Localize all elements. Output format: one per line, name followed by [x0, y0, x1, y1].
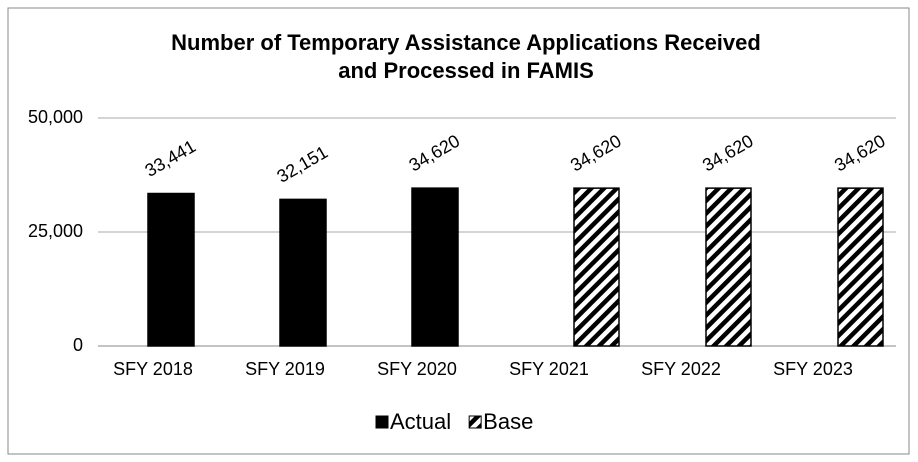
- y-tick-label: 50,000: [28, 107, 83, 127]
- legend-swatch: [375, 415, 389, 429]
- x-tick-label: SFY 2021: [509, 359, 589, 379]
- chart-title: and Processed in FAMIS: [338, 58, 594, 83]
- y-tick-label: 0: [73, 335, 83, 355]
- x-tick-label: SFY 2022: [641, 359, 721, 379]
- bar: [837, 187, 884, 347]
- x-tick-label: SFY 2019: [245, 359, 325, 379]
- bar: [147, 192, 195, 347]
- x-tick-label: SFY 2023: [773, 359, 853, 379]
- legend-label: Actual: [390, 409, 451, 434]
- bar: [279, 198, 327, 347]
- legend-label: Base: [483, 409, 533, 434]
- legend-swatch: [468, 415, 482, 429]
- y-tick-label: 25,000: [28, 221, 83, 241]
- x-tick-label: SFY 2018: [113, 359, 193, 379]
- bar: [573, 187, 620, 347]
- bar: [705, 187, 752, 347]
- bar: [411, 187, 459, 347]
- chart-title: Number of Temporary Assistance Applicati…: [171, 30, 761, 55]
- x-tick-label: SFY 2020: [377, 359, 457, 379]
